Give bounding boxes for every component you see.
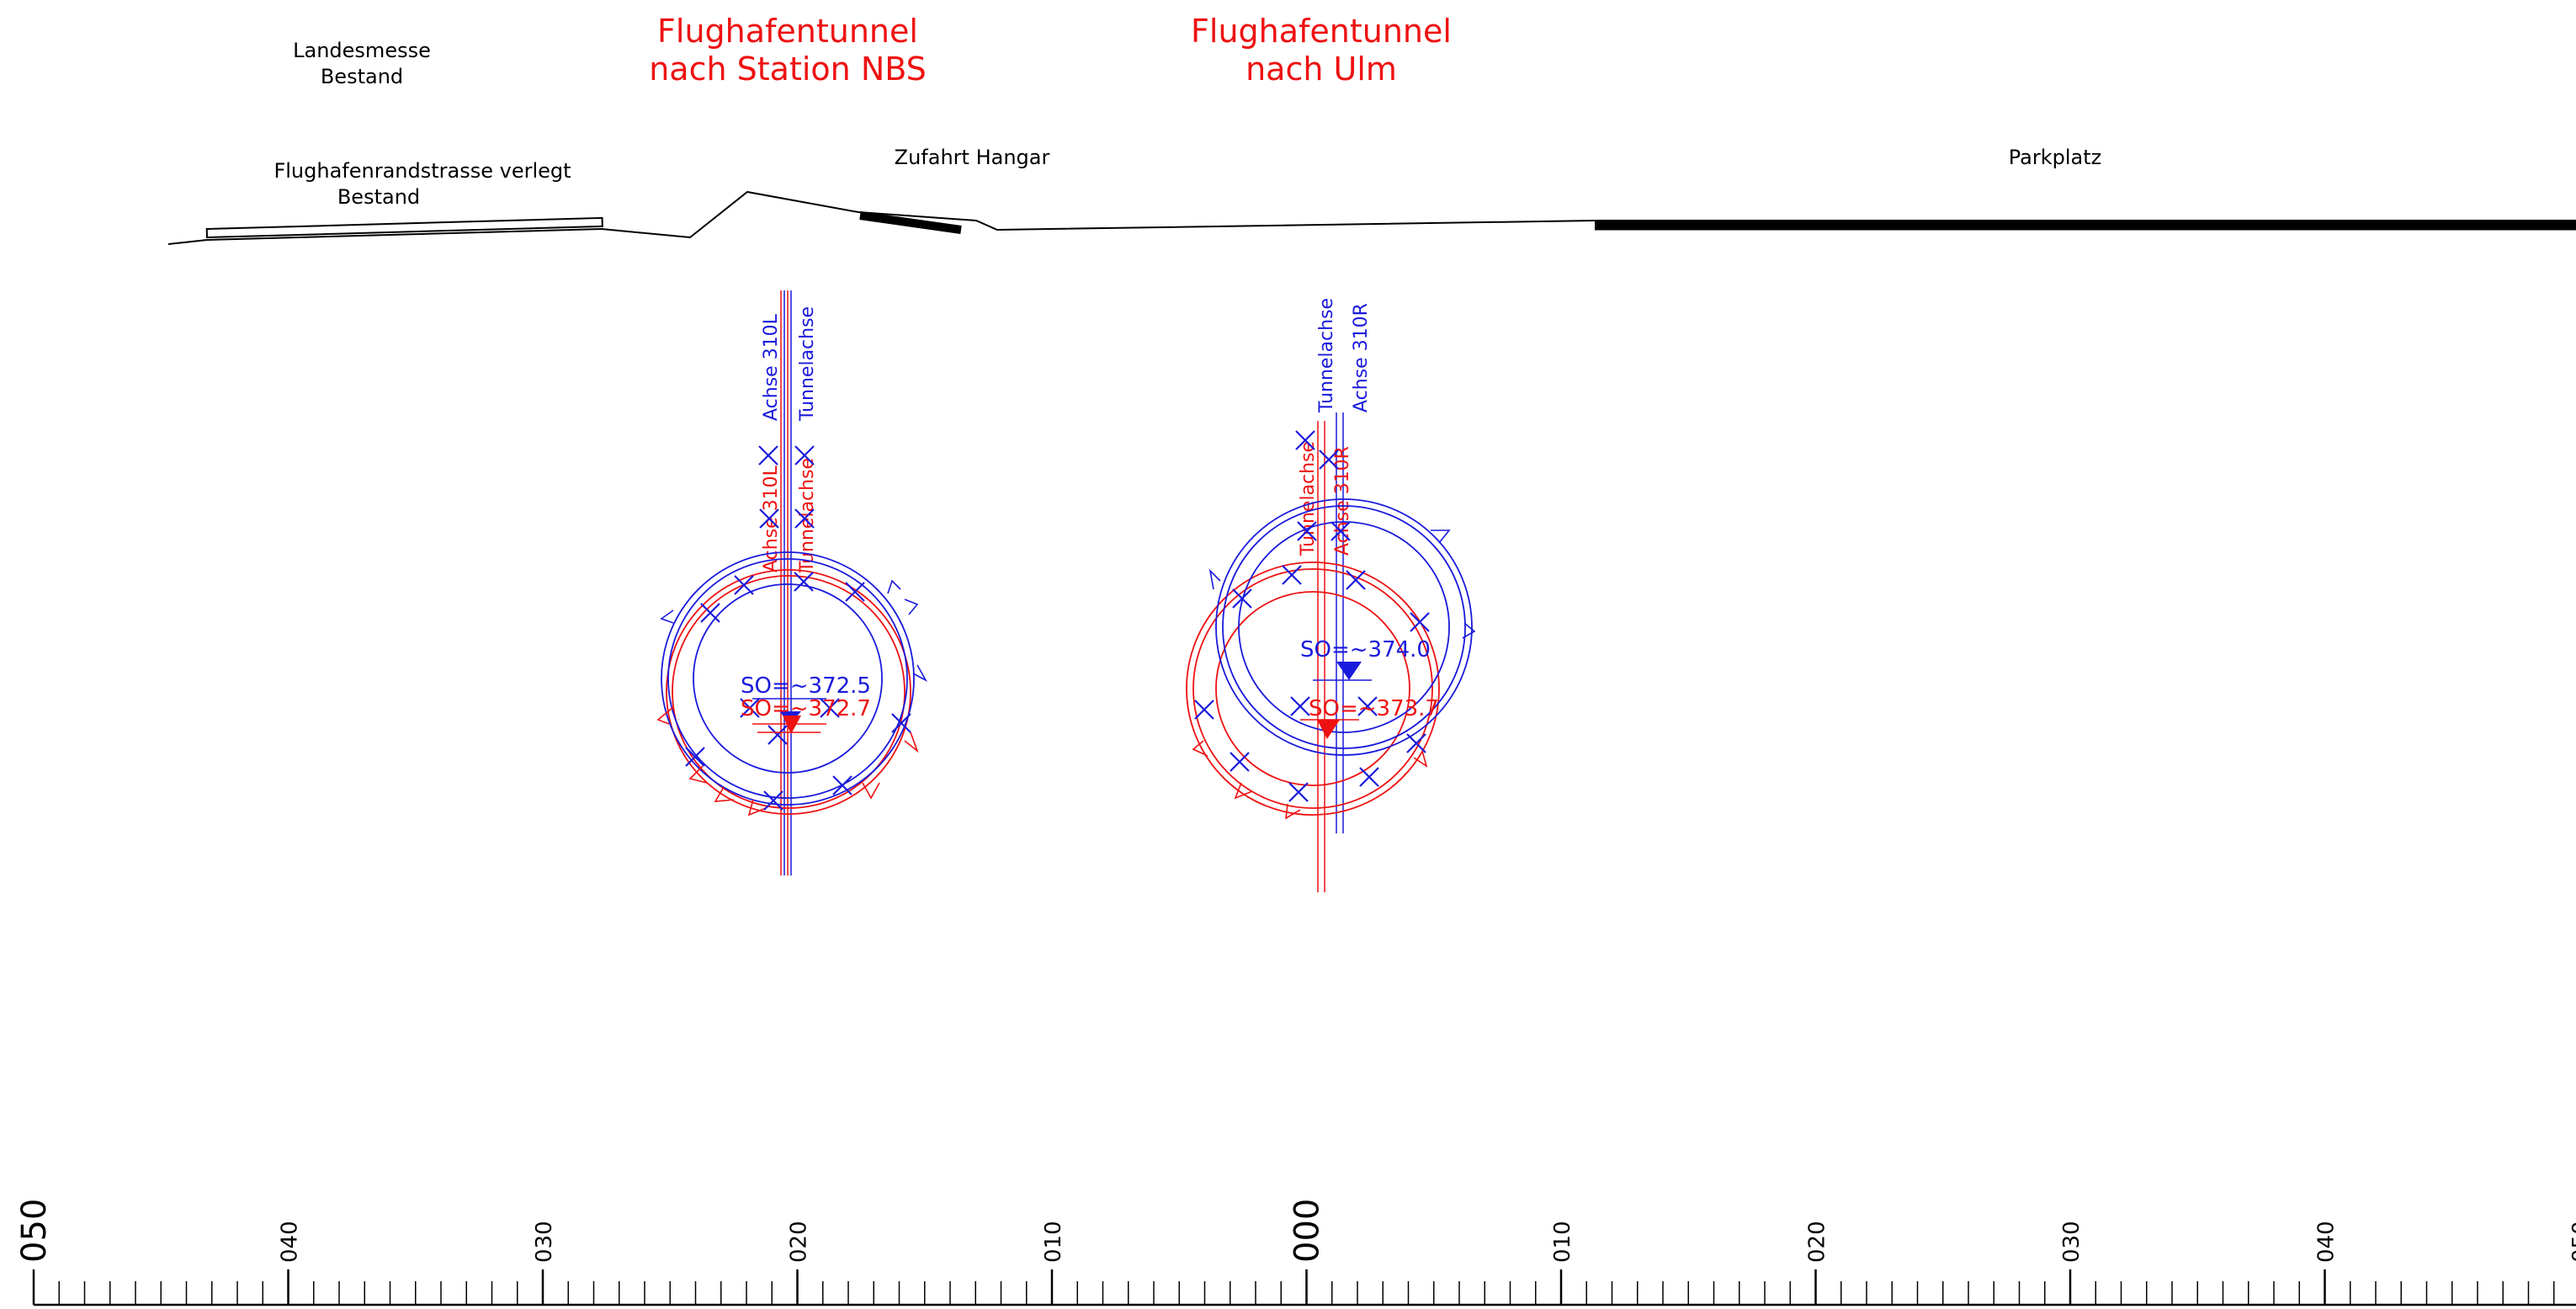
right-tunnel: Tunnelachse Achse 310R Tunnelachse Achse…: [1186, 298, 1476, 892]
landesmesse-bestand-label: Bestand: [321, 65, 403, 88]
scale-label: 020: [787, 1221, 812, 1263]
right-blue-core-ring: [1238, 521, 1450, 733]
left-tunnel-rings: [661, 551, 915, 815]
right-anchor-markers: [1194, 430, 1430, 802]
scale-label: 040: [278, 1221, 303, 1263]
zufahrt-hangar-label: Zufahrt Hangar: [895, 146, 1050, 169]
scale-label: 020: [1805, 1221, 1830, 1263]
left-so-red-triangle: [783, 716, 801, 734]
left-tunnel-title-line1: Flughafentunnel: [657, 13, 918, 50]
left-so-markers: SO=~372.5 SO=~372.7: [741, 673, 871, 734]
right-tunnel-title-line2: nach Ulm: [1246, 51, 1397, 88]
left-anchor-markers: [685, 445, 911, 811]
left-achse-red-label: Achse 310L: [761, 465, 782, 572]
terrain-line: [167, 190, 2576, 245]
right-achse-red-label: Achse 310R: [1332, 446, 1353, 556]
right-blue-outer-ring: [1215, 498, 1473, 756]
right-red-core-ring: [1215, 591, 1410, 786]
right-so-markers: SO=~374.0 SO=~373.7: [1300, 637, 1439, 739]
tunnel-titles: Flughafentunnel nach Station NBS Flughaf…: [649, 13, 1452, 88]
right-anchor-teeth: [1192, 529, 1476, 820]
left-blue-core-ring: [693, 583, 883, 774]
left-so-blue-label: SO=~372.5: [741, 673, 871, 699]
ground-profile: [167, 190, 2576, 245]
parkplatz-label: Parkplatz: [2009, 146, 2101, 169]
left-blue-outer-ring: [661, 551, 915, 806]
left-axis-labels: Achse 310L Tunnelachse Achse 310L Tunnel…: [761, 306, 818, 573]
scale-label: 000: [1288, 1199, 1327, 1263]
flughafenrandstrasse-bestand-label: Bestand: [337, 185, 420, 209]
right-so-blue-label: SO=~374.0: [1300, 637, 1431, 662]
landesmesse-label: Landesmesse: [293, 39, 431, 62]
scale-label: 010: [1041, 1221, 1066, 1263]
right-blue-inner-ring: [1222, 505, 1466, 749]
existing-road-slab: [205, 216, 603, 239]
scale-label: 010: [1550, 1221, 1575, 1263]
scale-labels: 050 040 030 020 010 000 010 020 030 040 050: [15, 1199, 2576, 1263]
left-so-red-label: SO=~372.7: [741, 696, 871, 721]
station-scale: 050 040 030 020 010 000 010 020 030 040 050: [15, 1199, 2576, 1306]
right-axis-labels: Tunnelachse Achse 310R Tunnelachse Achse…: [1298, 298, 1372, 556]
left-red-inner-ring: [672, 575, 906, 809]
scale-ticks: [32, 1269, 2555, 1305]
left-axis-lines: [780, 290, 792, 875]
scale-label: 030: [532, 1221, 557, 1263]
scale-label: 030: [2059, 1221, 2085, 1263]
left-red-outer-ring: [666, 569, 911, 815]
left-anchor-teeth: [656, 579, 928, 817]
right-red-outer-ring: [1186, 561, 1440, 816]
right-tunnelachse-blue-label: Tunnelachse: [1316, 298, 1337, 413]
scale-label: 050: [2568, 1221, 2576, 1263]
scale-label: 050: [15, 1199, 54, 1263]
right-red-inner-ring: [1192, 568, 1433, 809]
left-achse-blue-label: Achse 310L: [761, 313, 782, 421]
left-tunnelachse-blue-label: Tunnelachse: [797, 306, 818, 422]
right-tunnel-rings: [1186, 498, 1473, 816]
right-tunnel-title-line1: Flughafentunnel: [1191, 13, 1452, 50]
flughafenrandstrasse-label: Flughafenrandstrasse verlegt: [274, 159, 571, 183]
right-so-red-label: SO=~373.7: [1309, 696, 1439, 721]
hangar-access-slab: [859, 211, 962, 234]
left-tunnel: Achse 310L Tunnelachse Achse 310L Tunnel…: [656, 290, 928, 875]
right-so-red-triangle: [1317, 720, 1340, 739]
right-achse-blue-label: Achse 310R: [1351, 303, 1372, 412]
left-tunnel-title-line2: nach Station NBS: [649, 51, 927, 88]
site-labels: Landesmesse Bestand Flughafenrandstrasse…: [274, 39, 2101, 209]
left-blue-inner-ring: [667, 558, 908, 799]
right-so-blue-triangle: [1336, 662, 1362, 680]
scale-label: 040: [2314, 1221, 2340, 1263]
